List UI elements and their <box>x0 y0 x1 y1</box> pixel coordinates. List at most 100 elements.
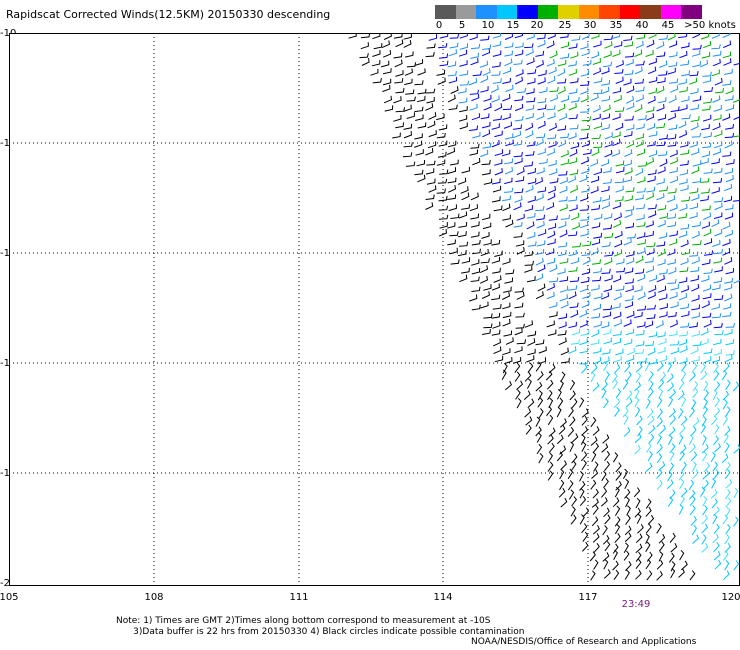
wind-barb <box>604 514 611 525</box>
wind-barb <box>535 138 544 147</box>
wind-barb <box>722 514 729 525</box>
wind-barb <box>724 543 731 553</box>
wind-barb <box>701 52 711 59</box>
wind-barb <box>580 434 586 445</box>
wind-barb <box>525 104 535 111</box>
wind-barb <box>723 433 729 444</box>
wind-barb <box>491 196 501 203</box>
wind-barb <box>503 187 514 193</box>
wind-barb <box>669 78 679 84</box>
plot-frame <box>9 33 740 586</box>
wind-barb <box>625 187 635 193</box>
wind-barb <box>699 59 709 68</box>
wind-barb <box>469 89 479 95</box>
wind-barb <box>492 50 502 57</box>
wind-barb <box>700 195 709 202</box>
wind-barb <box>491 70 501 76</box>
wind-barb <box>601 487 608 498</box>
wind-barb <box>438 214 449 220</box>
wind-barb <box>504 50 513 57</box>
wind-barb <box>657 204 667 211</box>
wind-barb <box>556 389 562 400</box>
wind-barb <box>612 330 622 336</box>
wind-barb <box>590 186 599 194</box>
wind-barb <box>580 277 590 284</box>
wind-barb <box>624 149 633 157</box>
wind-barb <box>580 80 590 86</box>
wind-barb <box>471 259 480 266</box>
wind-barb <box>546 59 555 67</box>
wind-barb <box>604 461 611 472</box>
wind-barb <box>656 523 662 534</box>
wind-barb <box>658 378 665 389</box>
wind-barb <box>701 416 707 427</box>
wind-barb <box>657 114 667 121</box>
wind-barb <box>491 239 501 246</box>
wind-barb <box>393 33 403 39</box>
wind-barb <box>526 378 532 389</box>
wind-barb <box>439 33 449 39</box>
wind-barb <box>479 275 488 284</box>
wind-barb <box>502 94 511 102</box>
wind-barb <box>516 213 525 221</box>
wind-barb <box>592 504 599 515</box>
wind-barb <box>524 265 533 273</box>
wind-barb <box>678 230 688 238</box>
wind-barb <box>425 51 435 58</box>
wind-barb <box>560 460 568 470</box>
wind-barb <box>493 346 502 355</box>
wind-barb <box>494 103 503 112</box>
wind-barb <box>615 348 624 356</box>
wind-barb <box>712 114 722 121</box>
wind-barb <box>702 284 712 292</box>
wind-barb <box>712 50 722 57</box>
wind-barb <box>360 33 371 39</box>
wind-barb <box>527 362 534 373</box>
wind-barb <box>635 204 645 210</box>
wind-barb <box>613 41 623 48</box>
wind-barb <box>645 220 654 228</box>
wind-barb <box>569 185 579 193</box>
wind-barb <box>516 380 524 390</box>
wind-barb <box>688 479 695 491</box>
wind-barb <box>406 62 417 68</box>
wind-barb <box>437 77 446 85</box>
wind-barb <box>514 346 523 354</box>
wind-barb <box>560 95 570 103</box>
wind-barb <box>601 470 607 482</box>
wind-barb <box>645 49 654 57</box>
lon-label-117: 117 <box>578 592 598 603</box>
wind-barb <box>447 94 456 103</box>
wind-barb <box>527 398 535 409</box>
wind-barb <box>723 283 733 291</box>
wind-barb <box>503 286 512 293</box>
wind-barb <box>535 426 542 437</box>
wind-barb <box>604 132 613 140</box>
wind-barb <box>603 167 612 174</box>
wind-barb <box>559 285 569 293</box>
wind-barb <box>680 184 689 192</box>
wind-barb <box>703 348 713 354</box>
wind-barb <box>656 41 665 50</box>
wind-barb <box>592 267 602 274</box>
wind-barb <box>383 50 392 58</box>
wind-barb <box>656 453 663 464</box>
wind-barb <box>602 178 612 184</box>
wind-barb <box>600 185 610 193</box>
wind-barb <box>680 95 690 103</box>
wind-barb <box>679 267 689 273</box>
wind-barb <box>569 149 578 157</box>
wind-barb <box>724 468 731 480</box>
wind-barb <box>406 96 416 102</box>
wind-barb <box>425 148 434 156</box>
wind-barb <box>414 106 424 113</box>
wind-barb <box>691 166 700 174</box>
wind-barb <box>581 140 590 148</box>
colorbar-label-45: 45 <box>661 20 675 31</box>
wind-barb <box>592 382 600 392</box>
wind-barb <box>571 328 581 336</box>
wind-barb <box>492 338 502 347</box>
wind-barb <box>645 541 651 552</box>
wind-barb <box>548 397 554 409</box>
lon-label-105: 105 <box>0 592 19 603</box>
